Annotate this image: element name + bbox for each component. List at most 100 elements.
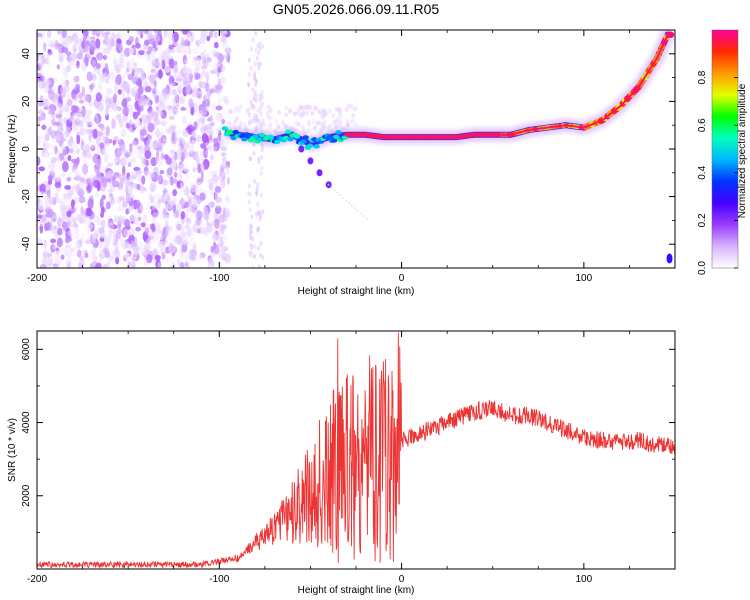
noise-blob — [46, 221, 51, 231]
noise-blob — [175, 192, 183, 202]
noise-blob — [186, 195, 193, 200]
noise-blob — [42, 98, 50, 108]
colorbar-tick-label: 0.0 — [697, 261, 708, 275]
halo-blob — [337, 106, 342, 112]
halo-blob — [268, 122, 273, 128]
noise-blob — [115, 257, 120, 265]
noise-blob — [66, 243, 72, 249]
halo-blob — [321, 107, 326, 113]
noise-blob — [213, 137, 219, 144]
noise-blob — [119, 140, 126, 152]
halo-blob — [242, 122, 247, 128]
noise-blob — [217, 238, 223, 246]
ridge-blob — [302, 135, 309, 140]
noise-blob — [110, 259, 114, 266]
noise-blob — [204, 81, 210, 90]
noise-blob — [141, 76, 147, 84]
halo-blob — [305, 110, 310, 116]
halo-blob — [336, 107, 341, 113]
noise-blob — [156, 50, 160, 56]
halo-blob — [312, 105, 317, 111]
noise-blob — [179, 203, 185, 212]
noise-blob — [69, 135, 74, 145]
noise-blob — [51, 118, 56, 126]
noise-blob — [131, 46, 137, 55]
noise-blob — [104, 41, 109, 46]
branch-trail — [327, 183, 330, 186]
noise-blob — [48, 42, 56, 48]
noise-blob — [54, 181, 62, 188]
halo-blob — [301, 110, 306, 116]
noise-blob — [140, 94, 148, 104]
noise-blob — [182, 66, 190, 74]
noise-blob — [162, 125, 169, 130]
noise-blob — [257, 118, 261, 124]
halo-blob — [266, 104, 271, 110]
noise-blob — [187, 41, 191, 47]
noise-blob — [37, 35, 41, 47]
noise-blob — [74, 205, 81, 211]
noise-blob — [76, 156, 80, 165]
noise-blob — [39, 183, 46, 194]
noise-blob — [183, 150, 189, 158]
noise-blob — [105, 87, 113, 96]
noise-blob — [163, 144, 170, 155]
noise-blob — [54, 145, 58, 155]
noise-blob — [148, 135, 153, 141]
noise-blob — [127, 227, 135, 236]
noise-blob — [69, 247, 74, 253]
noise-blob — [136, 149, 143, 160]
halo-blob — [252, 115, 257, 121]
noise-blob — [47, 48, 52, 54]
noise-blob — [121, 248, 128, 258]
noise-blob — [83, 243, 90, 253]
ridge-blob — [241, 136, 248, 142]
noise-blob — [42, 72, 47, 82]
noise-blob — [37, 115, 41, 126]
snr-ylabel: SNR (10 * v/v) — [7, 418, 18, 482]
noise-blob — [178, 236, 184, 246]
noise-blob — [127, 73, 134, 81]
noise-blob — [181, 162, 185, 172]
noise-blob — [129, 47, 134, 57]
noise-blob — [198, 90, 205, 95]
halo-blob — [233, 108, 238, 114]
halo-blob — [350, 118, 355, 124]
noise-blob — [256, 245, 260, 251]
noise-blob — [79, 31, 85, 39]
halo-blob — [328, 123, 333, 129]
halo-blob — [267, 125, 272, 131]
noise-blob — [85, 208, 93, 217]
noise-blob — [67, 188, 74, 197]
noise-blob — [125, 208, 129, 215]
noise-blob — [58, 54, 64, 63]
halo-blob — [252, 116, 257, 122]
noise-blob — [60, 85, 65, 95]
snr-xtick-label: 0 — [399, 574, 405, 585]
halo-blob — [317, 109, 322, 115]
halo-blob — [315, 120, 320, 126]
noise-blob — [139, 246, 146, 253]
halo-blob — [299, 113, 304, 119]
noise-blob — [195, 45, 203, 53]
branch-trail — [365, 217, 368, 220]
noise-blob — [119, 235, 125, 247]
noise-blob — [139, 146, 145, 156]
noise-blob — [127, 161, 132, 167]
noise-blob — [182, 54, 188, 65]
noise-blob — [213, 31, 219, 39]
noise-blob — [211, 102, 217, 112]
noise-blob — [190, 60, 196, 66]
noise-blob — [118, 120, 126, 130]
noise-blob — [48, 196, 55, 206]
noise-blob — [108, 255, 115, 263]
noise-blob — [168, 234, 176, 245]
noise-blob — [56, 198, 64, 204]
noise-blob — [225, 166, 230, 175]
noise-blob — [249, 66, 253, 72]
noise-blob — [46, 256, 51, 268]
noise-blob — [170, 178, 178, 184]
noise-blob — [207, 145, 212, 152]
noise-blob — [207, 57, 212, 63]
noise-blob — [71, 262, 76, 268]
